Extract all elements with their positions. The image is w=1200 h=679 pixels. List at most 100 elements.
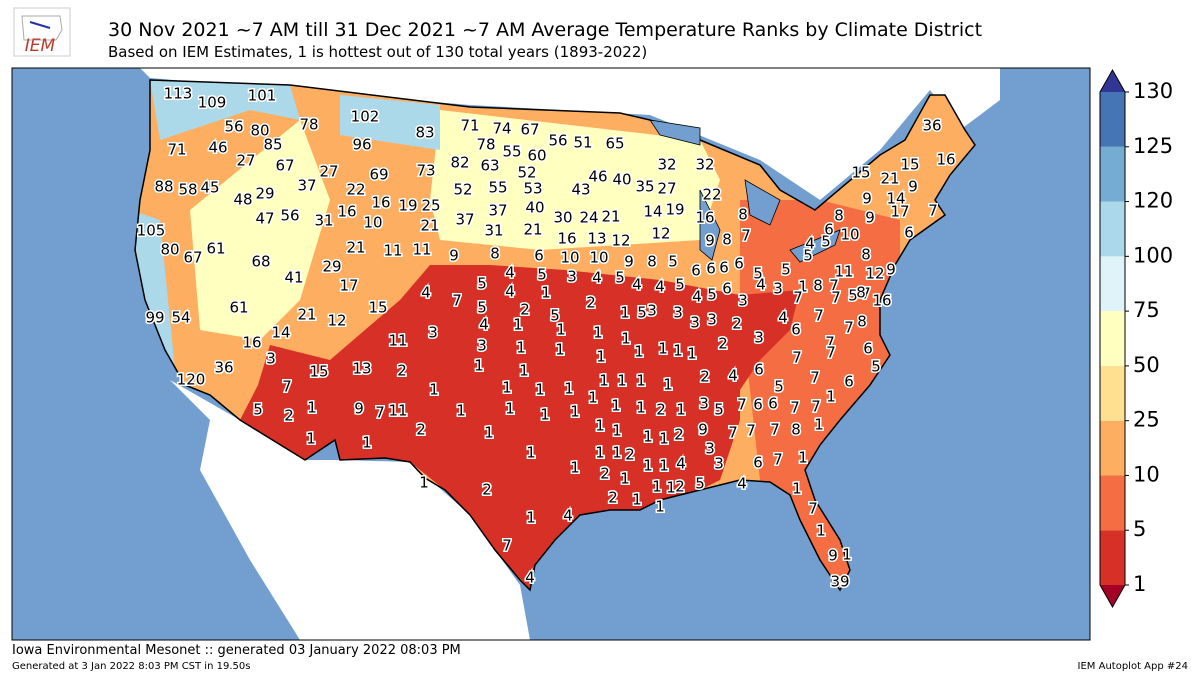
logo: IEM <box>13 7 71 57</box>
logo-icon <box>29 21 51 29</box>
district-rank: 1 <box>564 380 574 398</box>
district-rank: 1 <box>655 498 665 516</box>
district-rank: 15 <box>900 156 919 174</box>
district-rank: 27 <box>319 163 338 181</box>
district-rank: 56 <box>548 132 567 150</box>
district-rank: 7 <box>452 292 462 310</box>
district-rank: 1 <box>636 399 646 417</box>
district-rank: 1 <box>535 381 545 399</box>
district-rank: 7 <box>502 537 512 555</box>
district-rank: 1 <box>816 522 826 540</box>
district-rank: 15 <box>309 363 328 381</box>
district-rank: 1 <box>555 341 565 359</box>
district-rank: 1 <box>666 479 676 497</box>
district-rank: 5 <box>753 265 763 283</box>
district-rank: 1 <box>306 430 316 448</box>
district-rank: 9 <box>908 178 918 196</box>
district-rank: 37 <box>297 177 316 195</box>
district-rank: 4 <box>479 316 489 334</box>
district-rank: 4 <box>676 455 686 473</box>
colorbar-extend-low <box>1100 585 1125 607</box>
district-rank: 78 <box>299 116 318 134</box>
district-rank: 101 <box>248 87 277 105</box>
district-rank: 1 <box>502 379 512 397</box>
district-rank: 29 <box>322 258 341 276</box>
district-rank: 63 <box>480 157 499 175</box>
district-rank: 1 <box>526 509 536 527</box>
district-rank: 1 <box>798 278 808 296</box>
district-rank: 8 <box>834 207 844 225</box>
district-rank: 10 <box>589 249 608 267</box>
district-rank: 12 <box>611 232 630 250</box>
district-rank: 1 <box>541 284 551 302</box>
district-rank: 1 <box>826 388 836 406</box>
district-rank: 21 <box>420 217 439 235</box>
district-rank: 2 <box>674 426 684 444</box>
district-rank: 3 <box>707 311 717 329</box>
district-rank: 67 <box>183 249 202 267</box>
colorbar-tick-label: 125 <box>1133 134 1173 158</box>
district-rank: 19 <box>665 201 684 219</box>
district-rank: 16 <box>371 194 390 212</box>
map <box>11 67 1091 641</box>
district-rank: 1 <box>596 348 606 366</box>
district-rank: 6 <box>722 280 732 298</box>
district-rank: 1 <box>519 362 529 380</box>
district-rank: 7 <box>375 404 385 422</box>
district-rank: 9 <box>705 232 715 250</box>
district-rank: 54 <box>171 309 190 327</box>
district-rank: 51 <box>573 134 592 152</box>
district-rank: 7 <box>861 285 871 303</box>
district-rank: 1 <box>307 399 317 417</box>
district-rank: 32 <box>695 156 714 174</box>
district-rank: 5 <box>675 276 685 294</box>
district-rank: 56 <box>224 118 243 136</box>
district-rank: 5 <box>848 287 858 305</box>
district-rank: 6 <box>824 221 834 239</box>
district-rank: 4 <box>592 269 602 287</box>
district-rank: 4 <box>728 367 738 385</box>
district-rank: 5 <box>537 266 547 284</box>
district-rank: 5 <box>821 233 831 251</box>
district-rank: 78 <box>476 136 495 154</box>
district-rank: 4 <box>505 283 515 301</box>
district-rank: 1 <box>595 417 605 435</box>
district-rank: 8 <box>813 277 823 295</box>
canada <box>140 68 1000 200</box>
district-rank: 40 <box>525 199 544 217</box>
district-rank: 1 <box>659 430 669 448</box>
district-rank: 10 <box>840 226 859 244</box>
colorbar-tick-label: 100 <box>1133 243 1173 267</box>
logo-text: IEM <box>25 36 56 56</box>
great-lakes <box>649 119 841 263</box>
district-rank: 47 <box>255 210 274 228</box>
district-rank: 85 <box>263 136 282 154</box>
colorbar-segment <box>1100 311 1125 366</box>
district-rank: 3 <box>428 324 438 342</box>
district-rank: 6 <box>691 262 701 280</box>
district-rank: 37 <box>455 211 474 229</box>
district-rank: 7 <box>826 344 836 362</box>
district-rank: 1 <box>663 376 673 394</box>
district-rank: 1 <box>814 416 824 434</box>
colorbar-segment <box>1100 201 1125 257</box>
district-rank: 71 <box>460 117 479 135</box>
district-rank: 35 <box>635 178 654 196</box>
district-rank: 1 <box>842 546 852 564</box>
district-rank: 7 <box>793 289 803 307</box>
district-rank: 7 <box>728 424 738 442</box>
district-rank: 80 <box>250 122 269 140</box>
district-rank: 5 <box>781 261 791 279</box>
district-rank: 2 <box>608 489 618 507</box>
district-rank: 6 <box>768 395 778 413</box>
district-rank: 55 <box>488 179 507 197</box>
district-rank: 102 <box>351 108 380 126</box>
district-rank: 7 <box>814 307 824 325</box>
district-rank: 1 <box>632 491 642 509</box>
district-rank: 2 <box>397 362 407 380</box>
colorbar-segment <box>1100 475 1125 531</box>
district-rank: 74 <box>492 120 511 138</box>
district-rank: 5 <box>714 401 724 419</box>
title: 30 Nov 2021 ~7 AM till 31 Dec 2021 ~7 AM… <box>108 19 982 41</box>
